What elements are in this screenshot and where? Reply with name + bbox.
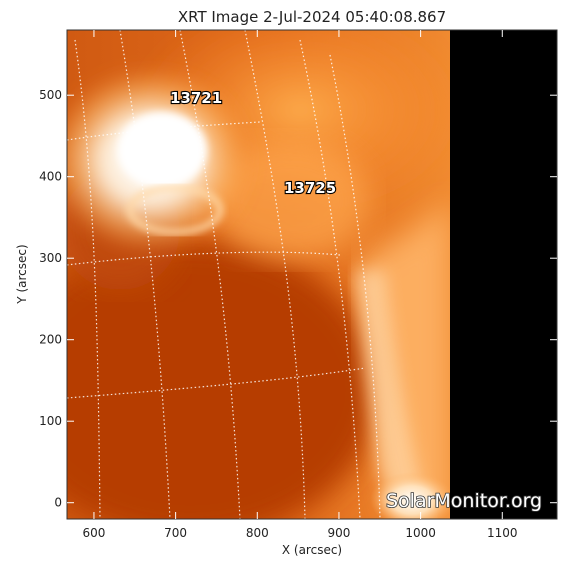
x-axis: 600 700 800 900 1000 1100 [82,30,518,540]
y-tick-label: 100 [39,414,62,428]
y-tick-label: 0 [54,496,62,510]
xrt-image: SolarMonitor.org [67,30,557,519]
dark-disk-region [67,240,380,519]
x-tick-label: 700 [164,526,187,540]
watermark: SolarMonitor.org [386,490,542,512]
active-region-loop [127,185,223,235]
limb-brightening-core [355,270,430,519]
x-tick-label: 900 [327,526,350,540]
y-axis: 0 100 200 300 400 500 [39,88,557,510]
x-tick-label: 1100 [487,526,518,540]
active-region-core [117,112,207,188]
y-tick-label: 400 [39,170,62,184]
y-tick-label: 500 [39,88,62,102]
heliographic-grid [67,30,381,519]
active-region-label-13721: 13721 [170,89,222,107]
limb-bright-spot [370,472,450,519]
active-region-labels: 13721 13725 [169,88,337,198]
x-tick-label: 600 [82,526,105,540]
y-axis-label: Y (arcsec) [15,244,29,304]
x-tick-label: 1000 [405,526,436,540]
image-title: XRT Image 2-Jul-2024 05:40:08.867 [178,8,446,26]
plot-frame [66,29,558,520]
y-tick-label: 300 [39,251,62,265]
x-axis-label: X (arcsec) [282,543,342,557]
active-region-label-13725: 13725 [284,179,336,197]
y-tick-label: 200 [39,333,62,347]
x-tick-label: 800 [246,526,269,540]
